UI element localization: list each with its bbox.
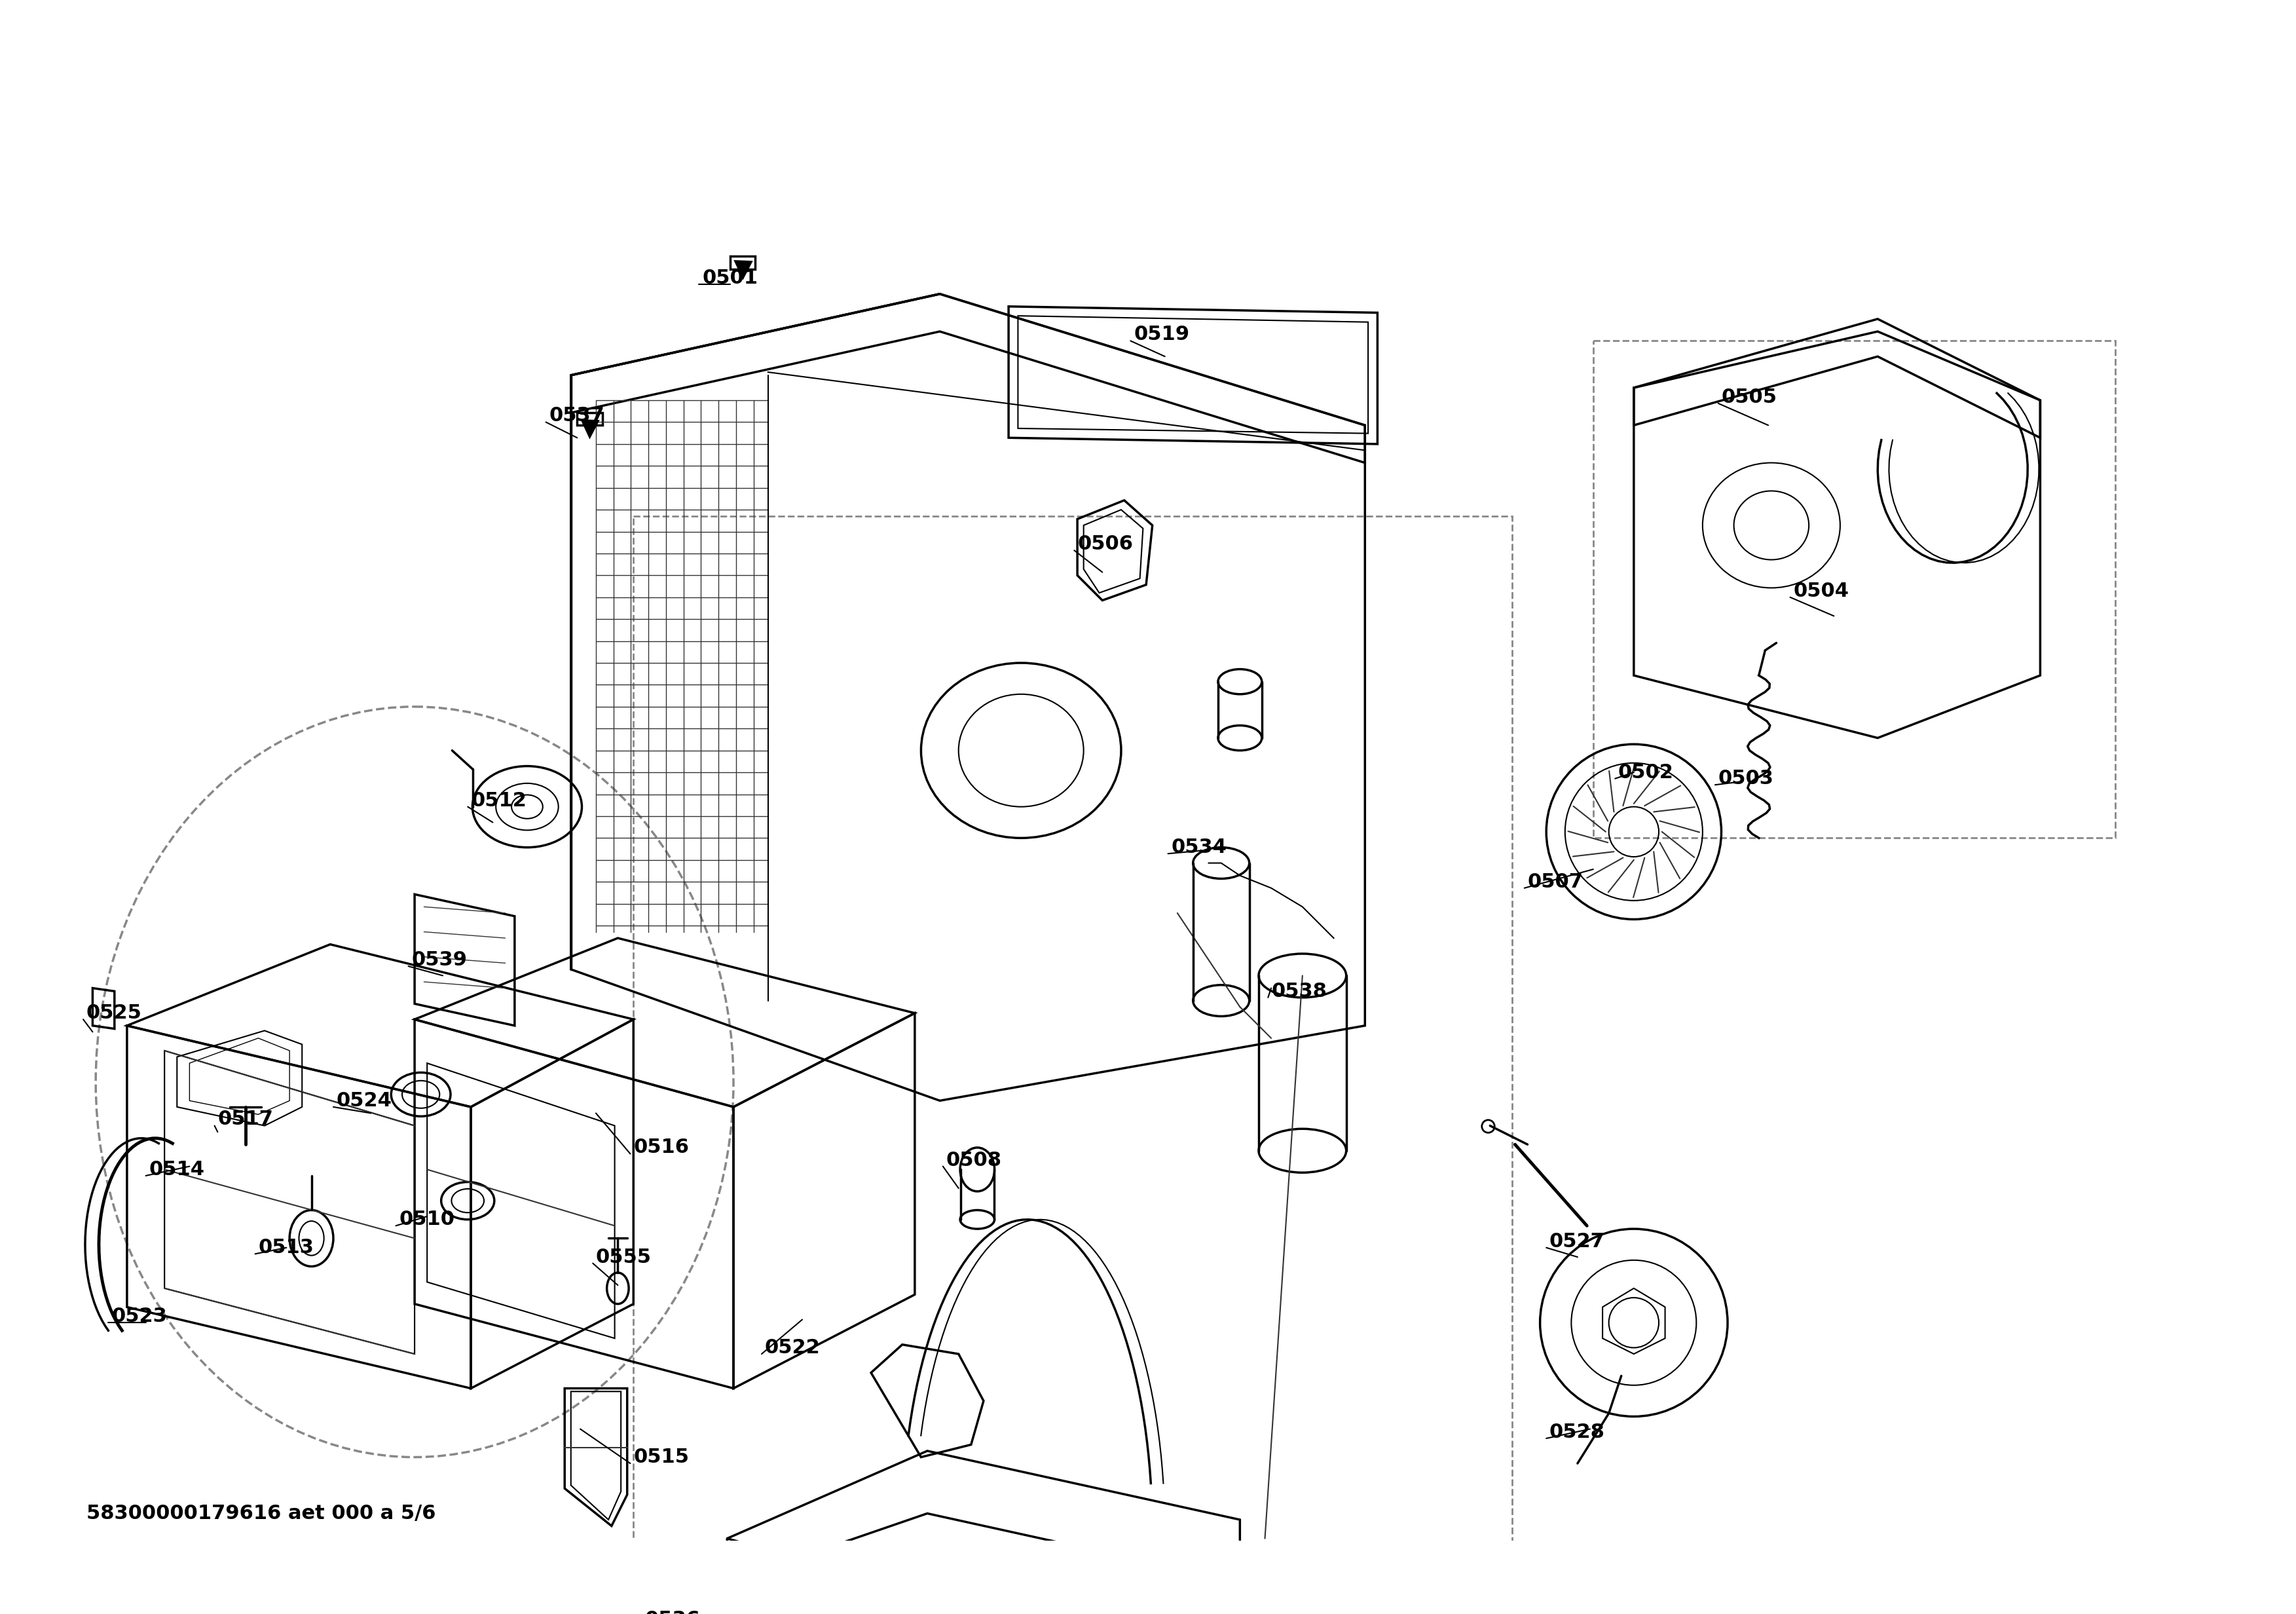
Text: 0501: 0501 bbox=[703, 270, 758, 287]
Text: 0505: 0505 bbox=[1722, 387, 1777, 407]
Text: 0510: 0510 bbox=[400, 1210, 455, 1228]
Text: 0537: 0537 bbox=[549, 407, 604, 426]
Text: 0534: 0534 bbox=[1171, 838, 1226, 857]
Text: 0523: 0523 bbox=[110, 1307, 168, 1327]
Text: 0504: 0504 bbox=[1793, 581, 1848, 600]
Text: 0519: 0519 bbox=[1134, 324, 1189, 344]
Text: 0508: 0508 bbox=[946, 1151, 1001, 1170]
Text: 58300000179616 aet 000 a 5/6: 58300000179616 aet 000 a 5/6 bbox=[87, 1504, 436, 1524]
Text: 0516: 0516 bbox=[634, 1138, 689, 1157]
Text: 0524: 0524 bbox=[338, 1091, 393, 1110]
Text: 0536: 0536 bbox=[645, 1611, 700, 1614]
Text: 0527: 0527 bbox=[1550, 1231, 1605, 1251]
Text: 0512: 0512 bbox=[471, 791, 526, 810]
Text: 0515: 0515 bbox=[634, 1448, 689, 1467]
Text: 0538: 0538 bbox=[1272, 981, 1327, 1001]
Text: 0514: 0514 bbox=[149, 1160, 204, 1178]
Text: 0517: 0517 bbox=[218, 1110, 273, 1128]
Text: 0522: 0522 bbox=[765, 1338, 820, 1357]
Text: 0528: 0528 bbox=[1550, 1422, 1605, 1441]
Text: 0555: 0555 bbox=[597, 1248, 652, 1267]
Text: 0513: 0513 bbox=[257, 1238, 315, 1257]
Text: 0525: 0525 bbox=[87, 1004, 142, 1023]
Text: 0503: 0503 bbox=[1717, 770, 1775, 788]
Text: 0502: 0502 bbox=[1619, 763, 1674, 781]
Text: 0506: 0506 bbox=[1077, 534, 1132, 554]
Text: 0539: 0539 bbox=[411, 951, 466, 970]
Text: 0507: 0507 bbox=[1527, 872, 1584, 891]
